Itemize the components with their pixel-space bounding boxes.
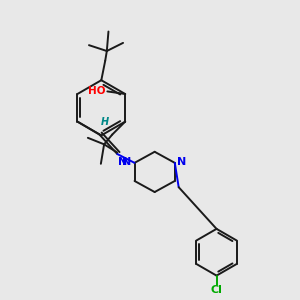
Text: Cl: Cl xyxy=(211,285,223,295)
Text: HO: HO xyxy=(88,86,106,96)
Text: N: N xyxy=(122,157,131,167)
Text: H: H xyxy=(101,117,110,128)
Text: N: N xyxy=(118,157,127,167)
Text: N: N xyxy=(177,157,187,167)
